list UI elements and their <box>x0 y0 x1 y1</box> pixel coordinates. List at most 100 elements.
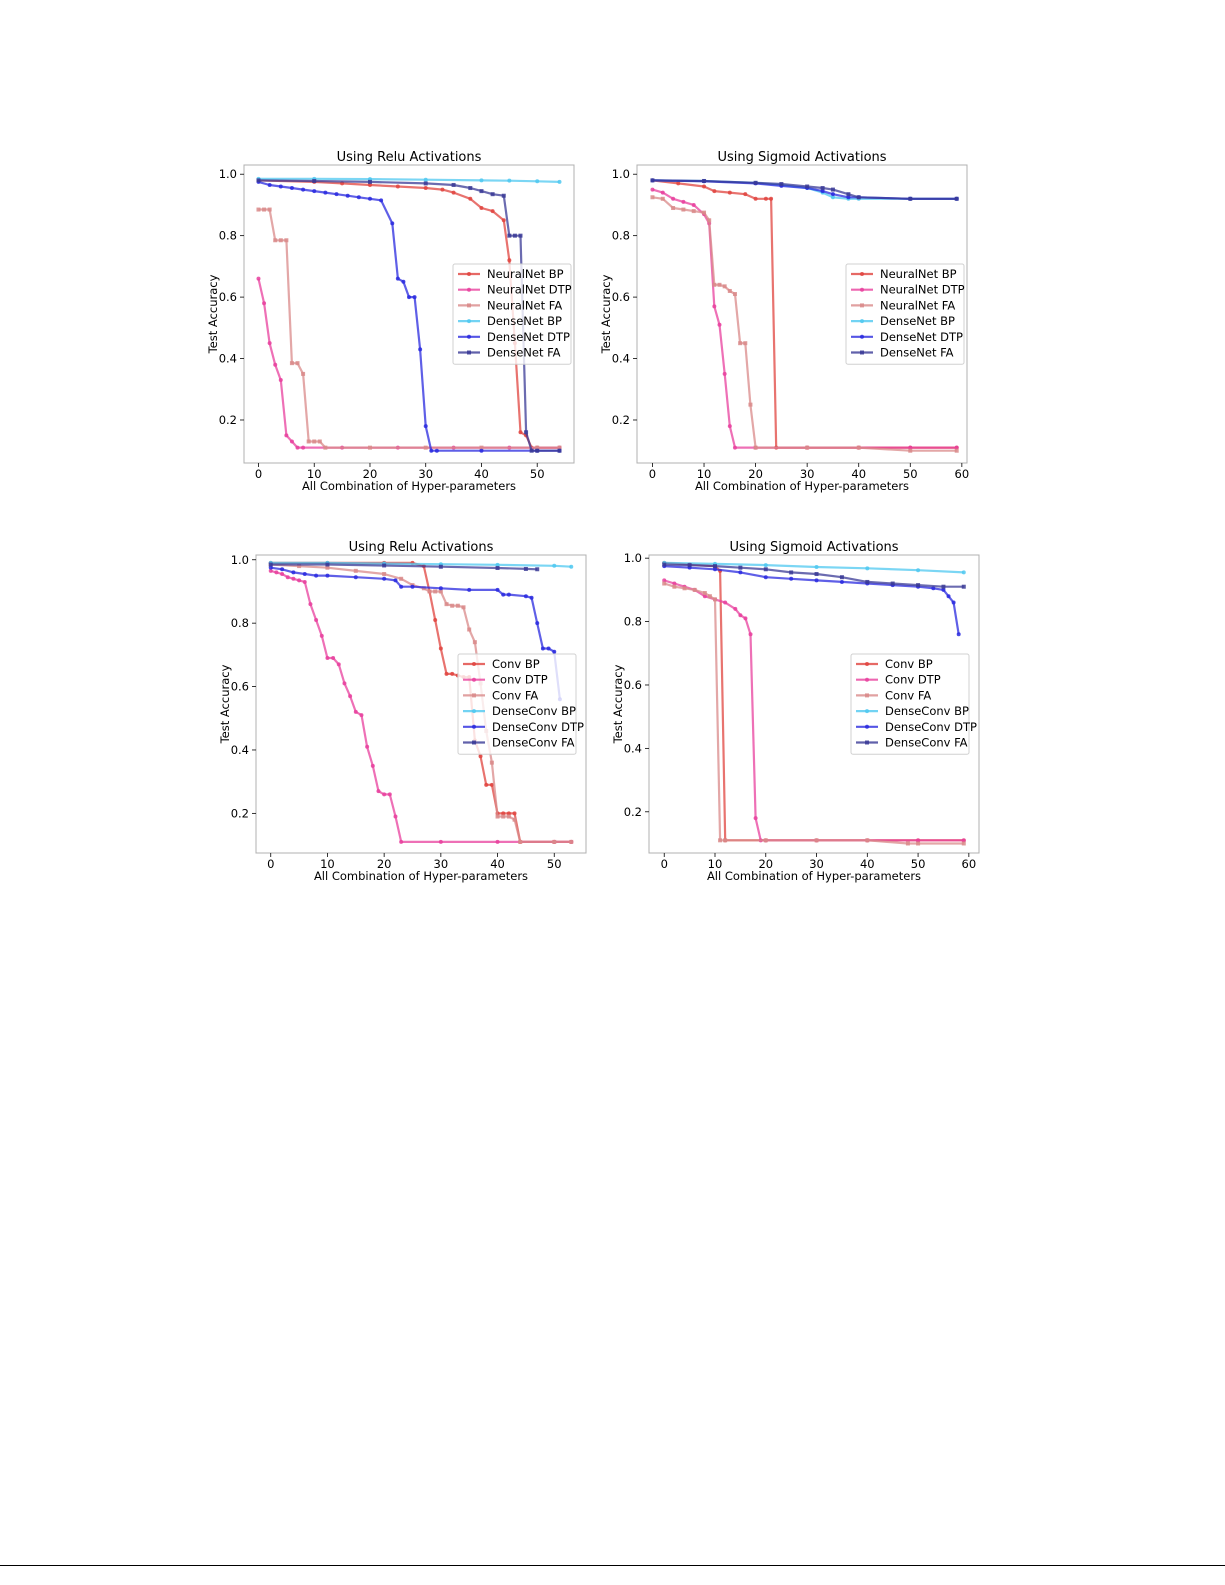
legend-box <box>850 653 970 755</box>
legend-marker <box>472 693 476 698</box>
data-point <box>507 178 512 183</box>
data-point <box>319 633 324 638</box>
data-point <box>916 568 921 573</box>
y-tick-label: 0.4 <box>624 741 642 755</box>
data-point <box>763 838 768 843</box>
legend-marker <box>472 740 476 745</box>
data-point <box>284 433 289 438</box>
data-point <box>268 562 273 567</box>
data-point <box>814 572 819 577</box>
data-point <box>557 445 562 450</box>
data-point <box>743 192 748 197</box>
data-point <box>379 198 384 203</box>
data-point <box>738 565 743 570</box>
data-point <box>941 584 946 589</box>
data-point <box>908 448 913 453</box>
data-point <box>763 563 768 568</box>
legend-label: DenseNet DTP <box>880 330 963 344</box>
data-point <box>961 841 966 846</box>
legend-marker <box>865 740 869 745</box>
chart-title: Using Sigmoid Activations <box>717 150 886 165</box>
data-point <box>552 839 557 844</box>
legend-label: DenseNet FA <box>880 346 954 360</box>
data-point <box>956 632 961 637</box>
data-point <box>820 189 825 194</box>
data-point <box>951 600 956 605</box>
data-point <box>256 276 261 281</box>
chart-title: Using Relu Activations <box>337 150 482 165</box>
data-point <box>660 196 665 201</box>
series-denseconv-dtp <box>268 565 562 702</box>
y-tick-label: 0.8 <box>612 229 630 243</box>
data-point <box>916 838 921 843</box>
data-point <box>753 445 758 450</box>
data-point <box>407 295 411 300</box>
data-point <box>727 424 732 429</box>
data-point <box>278 238 283 243</box>
data-point <box>946 594 951 599</box>
data-point <box>540 646 545 651</box>
data-point <box>676 181 681 186</box>
data-point <box>334 192 339 197</box>
data-point <box>507 258 512 263</box>
data-point <box>908 445 913 450</box>
y-axis-label: Test Accuracy <box>599 274 613 354</box>
legend-label: Conv BP <box>492 657 540 671</box>
data-point <box>312 178 317 183</box>
legend-label: DenseConv DTP <box>492 720 584 734</box>
x-tick-label: 10 <box>697 467 712 481</box>
data-point <box>382 576 387 581</box>
data-point <box>702 591 707 596</box>
data-point <box>479 445 484 450</box>
data-point <box>662 578 667 583</box>
data-point <box>495 587 500 592</box>
data-point <box>301 187 306 192</box>
data-point <box>650 195 655 200</box>
data-point <box>518 839 523 844</box>
x-tick-label: 0 <box>255 467 262 481</box>
x-tick-label: 20 <box>377 857 392 871</box>
data-point <box>954 196 959 201</box>
data-point <box>390 221 395 226</box>
data-point <box>732 445 737 450</box>
data-point <box>479 206 484 211</box>
x-tick-label: 30 <box>800 467 815 481</box>
data-point <box>291 576 296 581</box>
data-point <box>450 603 455 608</box>
data-point <box>280 572 285 577</box>
data-point <box>274 570 279 575</box>
chart-panel-sigmoid-conv: Using Sigmoid Activations 0 10 20 30 40 50 60 0.… <box>611 540 980 883</box>
data-point <box>353 568 358 573</box>
data-point <box>401 279 406 284</box>
data-point <box>713 564 717 569</box>
data-point <box>506 811 511 816</box>
x-tick-label: 30 <box>809 857 824 871</box>
data-point <box>308 602 313 607</box>
data-point <box>278 378 283 383</box>
legend-marker <box>467 272 471 276</box>
data-point <box>961 570 966 575</box>
series-conv-fa <box>662 581 966 846</box>
data-point <box>954 448 959 453</box>
data-point <box>507 233 512 238</box>
y-tick-label: 0.4 <box>219 352 237 366</box>
data-point <box>523 594 528 599</box>
data-point <box>262 301 267 306</box>
data-point <box>495 814 500 819</box>
data-point <box>789 576 794 581</box>
data-point <box>846 195 851 200</box>
legend-label: Conv DTP <box>492 673 548 687</box>
data-point <box>535 621 540 626</box>
series-line <box>258 179 560 452</box>
data-point <box>395 184 400 189</box>
data-point <box>479 448 484 453</box>
legend-marker <box>865 724 869 729</box>
data-point <box>438 586 443 591</box>
x-tick-label: 10 <box>708 857 723 871</box>
legend-label: Conv BP <box>885 657 933 671</box>
legend-marker <box>865 662 869 666</box>
series-line <box>270 569 572 844</box>
data-point <box>702 184 707 189</box>
data-point <box>399 839 404 844</box>
data-point <box>552 563 557 568</box>
